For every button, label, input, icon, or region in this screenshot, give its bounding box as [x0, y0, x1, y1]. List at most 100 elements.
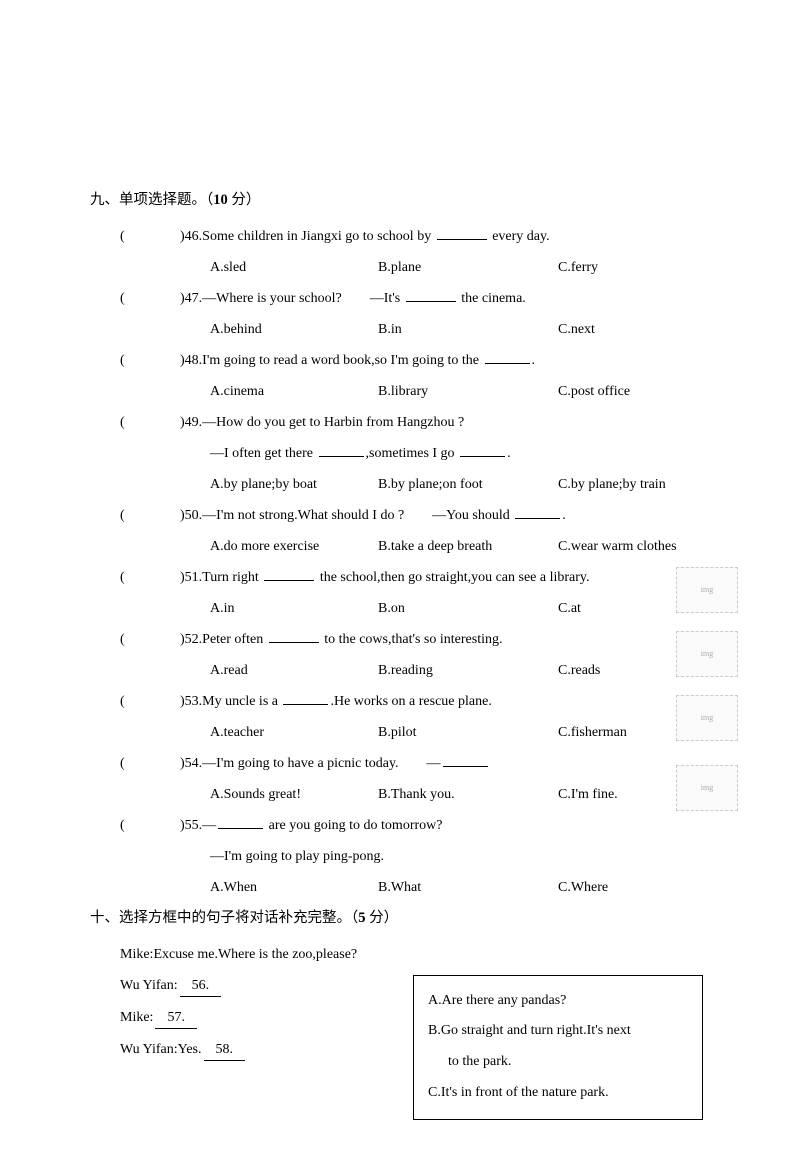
question-54: ( )54.—I'm going to have a picnic today.…: [120, 753, 703, 805]
q46-optA[interactable]: A.sled: [210, 257, 378, 278]
q50-options: A.do more exercise B.take a deep breath …: [210, 536, 703, 557]
q52-text: )52.Peter often to the cows,that's so in…: [180, 629, 703, 650]
question-51: ( )51.Turn right the school,then go stra…: [120, 567, 703, 619]
q49-optA[interactable]: A.by plane;by boat: [210, 474, 378, 495]
q54-blank[interactable]: [443, 753, 488, 767]
q48-options: A.cinema B.library C.post office: [210, 381, 703, 402]
paren[interactable]: (: [120, 629, 180, 650]
paren[interactable]: (: [120, 412, 180, 433]
question-55: ( )55.— are you going to do tomorrow? —I…: [120, 815, 703, 898]
section-10-title: 十、选择方框中的句子将对话补充完整。（5 分）: [90, 908, 703, 930]
q52-blank[interactable]: [269, 629, 319, 643]
q49-blank1[interactable]: [319, 443, 364, 457]
q50-optB[interactable]: B.take a deep breath: [378, 536, 558, 557]
q55-blank[interactable]: [218, 815, 263, 829]
ping-pong-icon: img: [676, 765, 738, 811]
dialogue-line1: Mike:Excuse me.Where is the zoo,please?: [120, 944, 703, 965]
box-optA[interactable]: A.Are there any pandas?: [428, 986, 688, 1017]
paren[interactable]: (: [120, 815, 180, 836]
box-optB-l1[interactable]: B.Go straight and turn right.It's next: [428, 1016, 688, 1047]
q49-line1: )49.—How do you get to Harbin from Hangz…: [180, 412, 703, 433]
q53-options: A.teacher B.pilot C.fisherman: [210, 722, 703, 743]
q48-optA[interactable]: A.cinema: [210, 381, 378, 402]
question-47: ( )47.—Where is your school? —It's the c…: [120, 288, 703, 340]
q54-text: )54.—I'm going to have a picnic today. —: [180, 753, 703, 774]
paren[interactable]: (: [120, 505, 180, 526]
q46-options: A.sled B.plane C.ferry: [210, 257, 703, 278]
q46-optB[interactable]: B.plane: [378, 257, 558, 278]
q51-blank[interactable]: [264, 567, 314, 581]
q54-optC[interactable]: C.I'm fine.: [558, 784, 618, 805]
d2-speaker: Wu Yifan:: [120, 978, 178, 993]
q53-before: )53.My uncle is a: [180, 694, 281, 709]
paren[interactable]: (: [120, 753, 180, 774]
q48-optC[interactable]: C.post office: [558, 381, 630, 402]
q53-blank[interactable]: [283, 691, 328, 705]
question-52: ( )52.Peter often to the cows,that's so …: [120, 629, 703, 681]
paren[interactable]: (: [120, 567, 180, 588]
q46-blank[interactable]: [437, 226, 487, 240]
q51-options: A.in B.on C.at: [210, 598, 703, 619]
paren[interactable]: (: [120, 288, 180, 309]
paren[interactable]: (: [120, 350, 180, 371]
q51-optA[interactable]: A.in: [210, 598, 378, 619]
box-optB-l2: to the park.: [428, 1047, 688, 1078]
q48-text: )48.I'm going to read a word book,so I'm…: [180, 350, 703, 371]
q55-line2: —I'm going to play ping-pong.: [210, 846, 703, 867]
blank-57[interactable]: 57.: [155, 1007, 197, 1029]
q52-optA[interactable]: A.read: [210, 660, 378, 681]
q49-optC[interactable]: C.by plane;by train: [558, 474, 666, 495]
q46-text: )46.Some children in Jiangxi go to schoo…: [180, 226, 703, 247]
q54-optB[interactable]: B.Thank you.: [378, 784, 558, 805]
q47-optB[interactable]: B.in: [378, 319, 558, 340]
q53-optB[interactable]: B.pilot: [378, 722, 558, 743]
q51-optC[interactable]: C.at: [558, 598, 581, 619]
q51-text: )51.Turn right the school,then go straig…: [180, 567, 703, 588]
q49-optB[interactable]: B.by plane;on foot: [378, 474, 558, 495]
q47-text: )47.—Where is your school? —It's the cin…: [180, 288, 703, 309]
farm-house-icon: img: [676, 567, 738, 613]
q48-optB[interactable]: B.library: [378, 381, 558, 402]
q51-after: the school,then go straight,you can see …: [316, 570, 589, 585]
question-53: ( )53.My uncle is a .He works on a rescu…: [120, 691, 703, 743]
box-optC[interactable]: C.It's in front of the nature park.: [428, 1078, 688, 1109]
q54-options: A.Sounds great! B.Thank you. C.I'm fine.: [210, 784, 703, 805]
q50-blank[interactable]: [515, 505, 560, 519]
q47-options: A.behind B.in C.next: [210, 319, 703, 340]
answer-box: A.Are there any pandas? B.Go straight an…: [413, 975, 703, 1120]
q49-l2-mid: ,sometimes I go: [366, 446, 459, 461]
q55-optA[interactable]: A.When: [210, 877, 378, 898]
q47-optC[interactable]: C.next: [558, 319, 595, 340]
q47-optA[interactable]: A.behind: [210, 319, 378, 340]
q55-options: A.When B.What C.Where: [210, 877, 703, 898]
blank-56[interactable]: 56.: [180, 975, 222, 997]
q50-optC[interactable]: C.wear warm clothes: [558, 536, 677, 557]
blank-58[interactable]: 58.: [204, 1039, 246, 1061]
q52-optB[interactable]: B.reading: [378, 660, 558, 681]
question-49: ( )49.—How do you get to Harbin from Han…: [120, 412, 703, 495]
dialogue-line2: Wu Yifan:56.: [120, 975, 403, 997]
s9-prefix: 九、单项选择题。（: [90, 192, 213, 208]
q53-optC[interactable]: C.fisherman: [558, 722, 627, 743]
q53-optA[interactable]: A.teacher: [210, 722, 378, 743]
plane-icon: img: [676, 631, 738, 677]
q54-optA[interactable]: A.Sounds great!: [210, 784, 378, 805]
paren[interactable]: (: [120, 691, 180, 712]
paren[interactable]: (: [120, 226, 180, 247]
section-9-title: 九、单项选择题。（10 分）: [90, 190, 703, 212]
q48-before: )48.I'm going to read a word book,so I'm…: [180, 353, 483, 368]
q52-optC[interactable]: C.reads: [558, 660, 600, 681]
q49-blank2[interactable]: [460, 443, 505, 457]
q50-optA[interactable]: A.do more exercise: [210, 536, 378, 557]
q46-before: )46.Some children in Jiangxi go to schoo…: [180, 229, 435, 244]
q55-l1-after: are you going to do tomorrow?: [265, 818, 442, 833]
q55-optC[interactable]: C.Where: [558, 877, 608, 898]
q55-optB[interactable]: B.What: [378, 877, 558, 898]
q51-before: )51.Turn right: [180, 570, 262, 585]
q47-blank[interactable]: [406, 288, 456, 302]
q46-after: every day.: [489, 229, 550, 244]
d4-speaker: Wu Yifan:Yes.: [120, 1042, 202, 1057]
q46-optC[interactable]: C.ferry: [558, 257, 598, 278]
q48-blank[interactable]: [485, 350, 530, 364]
q51-optB[interactable]: B.on: [378, 598, 558, 619]
